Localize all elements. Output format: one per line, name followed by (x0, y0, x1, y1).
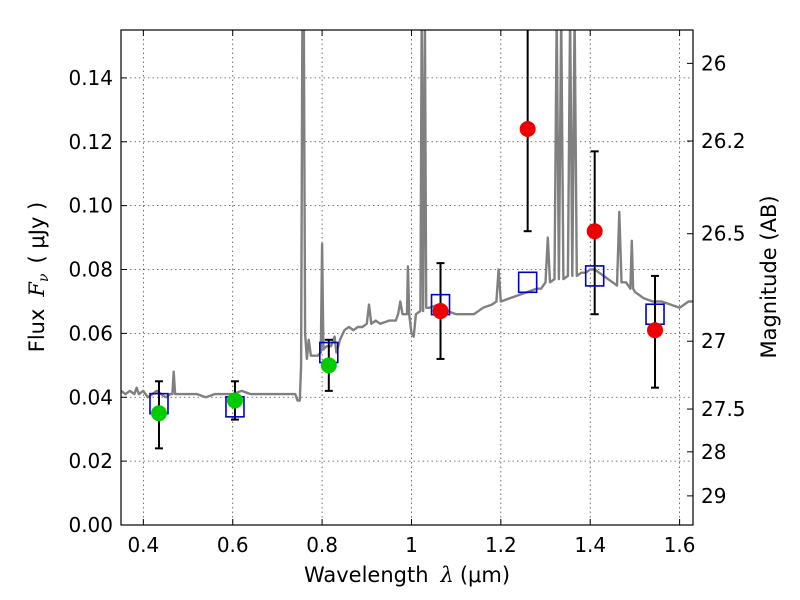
y2-tick-label: 27.5 (701, 397, 746, 421)
axis-ticks: 0.4 0.6 0.8 1 1.2 1.4 1.6 0.00 0.02 0.04 0.06 0.08 0… (68, 30, 746, 557)
y-tick-label: 0.10 (68, 194, 113, 218)
y2-tick-label: 26 (701, 51, 726, 75)
observed-point (519, 121, 536, 137)
x-tick-label: 1.4 (574, 533, 606, 557)
plot-area (121, 30, 693, 450)
y2-tick-label: 26.2 (701, 129, 746, 153)
y2-tick-label: 28 (701, 440, 726, 464)
model-square (517, 271, 538, 294)
observed-point (586, 223, 603, 240)
y2-tick-label: 29 (701, 484, 726, 508)
observed-point (647, 322, 664, 339)
x-tick-label: 0.6 (217, 533, 249, 557)
x-axis-label: Wavelength λ (μm) (304, 563, 510, 587)
y-tick-label: 0.12 (68, 130, 113, 154)
observed-point (150, 405, 167, 422)
model-square (584, 265, 605, 287)
y-tick-label: 0.06 (68, 321, 113, 345)
x-tick-label: 0.8 (306, 533, 338, 557)
y-tick-label: 0.14 (68, 66, 113, 90)
y2-tick-label: 27 (701, 329, 726, 353)
y2-tick-label: 26.5 (701, 222, 746, 246)
x-tick-label: 1.6 (664, 533, 696, 557)
observed-point (432, 303, 449, 320)
grid (121, 30, 693, 526)
observed-point (320, 357, 337, 374)
spectrum-line (121, 30, 693, 402)
x-tick-label: 1 (405, 533, 418, 557)
x-tick-label: 1.2 (485, 533, 517, 557)
y-tick-label: 0.02 (68, 449, 113, 473)
plot-frame (120, 29, 694, 526)
y-axis-label: FluxFν( μJy ) (25, 202, 52, 352)
y-tick-label: 0.04 (68, 385, 113, 409)
y-tick-label: 0.00 (68, 513, 113, 537)
y2-axis-label: Magnitude (AB) (757, 195, 781, 358)
y-tick-label: 0.08 (68, 258, 113, 282)
observed-point (226, 392, 243, 409)
x-tick-label: 0.4 (127, 533, 159, 557)
